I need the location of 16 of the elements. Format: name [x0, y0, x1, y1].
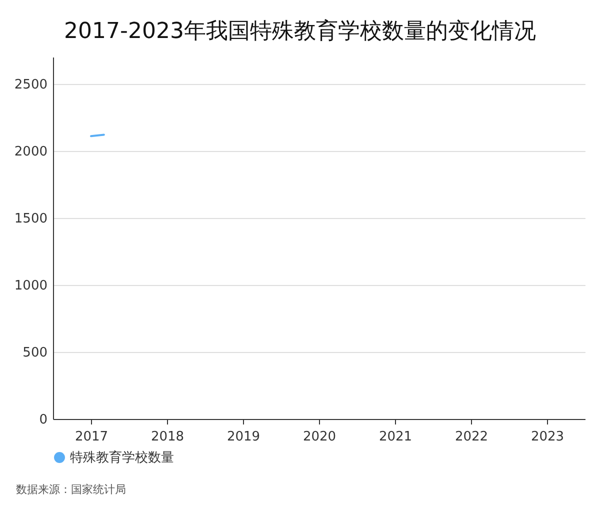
x-tick-label: 2023 — [530, 430, 564, 444]
legend-label: 特殊教育学校数量 — [70, 450, 174, 466]
y-tick-label: 500 — [22, 345, 48, 360]
y-tick-label: 2000 — [14, 144, 48, 160]
source-note: 数据来源：国家统计局 — [16, 482, 126, 497]
x-tick-label: 2021 — [378, 430, 412, 444]
y-tick-label: 1000 — [14, 278, 48, 294]
x-tick-label: 2022 — [454, 430, 488, 444]
y-tick-label: 0 — [39, 412, 48, 428]
x-tick-label: 2017 — [74, 430, 108, 444]
x-tick-label: 2020 — [302, 430, 336, 444]
x-tick-label: 2019 — [226, 430, 260, 444]
x-tick-label: 2018 — [150, 430, 184, 444]
chart-title: 2017-2023年我国特殊教育学校数量的变化情况 — [64, 18, 536, 44]
y-tick-label: 2500 — [14, 77, 48, 92]
y-tick-label: 1500 — [14, 211, 48, 226]
